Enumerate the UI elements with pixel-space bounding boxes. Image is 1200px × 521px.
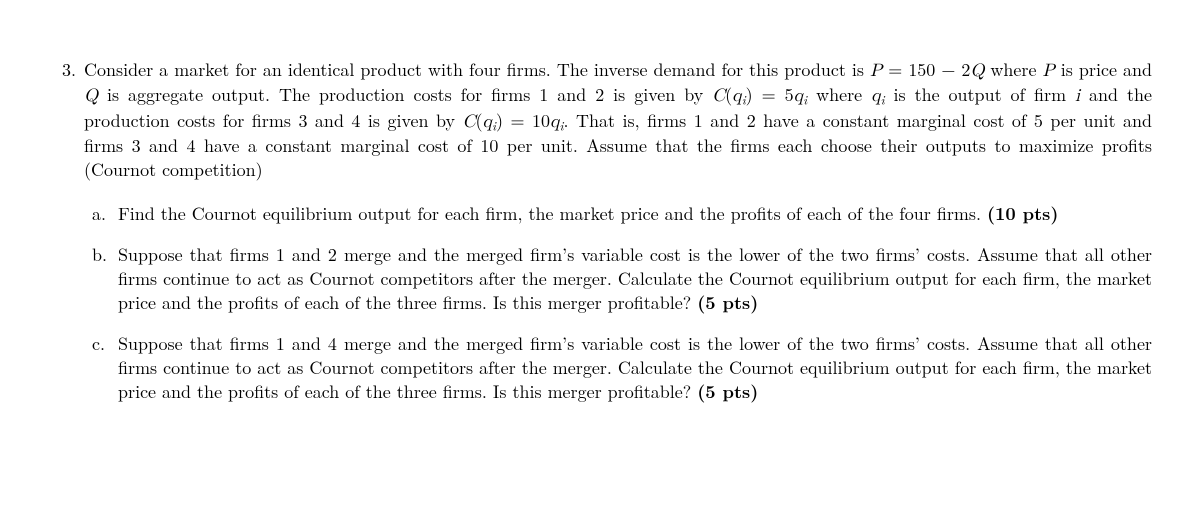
eq2: = [753,82,785,107]
rp2: ) [496,108,503,133]
t2: where [984,57,1042,82]
t5: where [807,82,871,107]
subpart-a-pts: (10 pts) [987,201,1058,226]
subpart-c: c. Suppose that firms 1 and 4 merge and … [92,332,1152,405]
lp2: ( [476,108,483,133]
subpart-b-body: Suppose that firms 1 and 2 merge and the… [118,243,1152,316]
subpart-b-text: Suppose that firms 1 and 2 merge and the… [118,242,1152,316]
subpart-c-pts: (5 pts) [697,379,758,404]
t6: is the output of firm [885,82,1075,107]
subpart-a-label: a. [92,202,118,226]
t4: is aggregate output. The production cost… [98,82,712,107]
q3: q [871,87,881,105]
subpart-c-body: Suppose that firms 1 and 4 merge and the… [118,332,1152,405]
q5: q [550,113,560,131]
subpart-b-label: b. [92,243,118,267]
eq-150: 150 [908,57,935,82]
subpart-a: a. Find the Cournot equilibrium output f… [92,202,1152,226]
problem-3: 3. Consider a market for an identical pr… [48,58,1152,421]
C1: C [712,87,725,105]
rp1: ) [746,82,753,107]
subpart-a-text: Find the Cournot equilibrium output for … [118,201,987,226]
subpart-b-pts: (5 pts) [697,290,758,315]
eq-Q: Q [970,62,984,80]
eq-eq1: = [882,57,908,82]
ten: 10 [532,108,550,133]
problem-intro-1: Consider a market for an identical produ… [84,57,870,82]
problem-body: Consider a market for an identical produ… [84,58,1152,421]
subpart-c-label: c. [92,332,118,356]
eq-minus: − [935,57,961,82]
q1: q [732,87,742,105]
t3: is price and [1055,57,1152,82]
problem-number: 3. [48,58,84,82]
five: 5 [785,82,794,107]
C2: C [463,113,476,131]
var-Q: Q [84,87,98,105]
eq3: = [503,108,532,133]
var-P: P [1042,62,1054,80]
subpart-a-body: Find the Cournot equilibrium output for … [118,202,1152,226]
eq-P: P [870,62,882,80]
subpart-b: b. Suppose that firms 1 and 2 merge and … [92,243,1152,316]
q2: q [794,87,804,105]
q4: q [483,113,493,131]
subparts: a. Find the Cournot equilibrium output f… [84,202,1152,404]
subpart-c-text: Suppose that firms 1 and 4 merge and the… [118,331,1152,405]
